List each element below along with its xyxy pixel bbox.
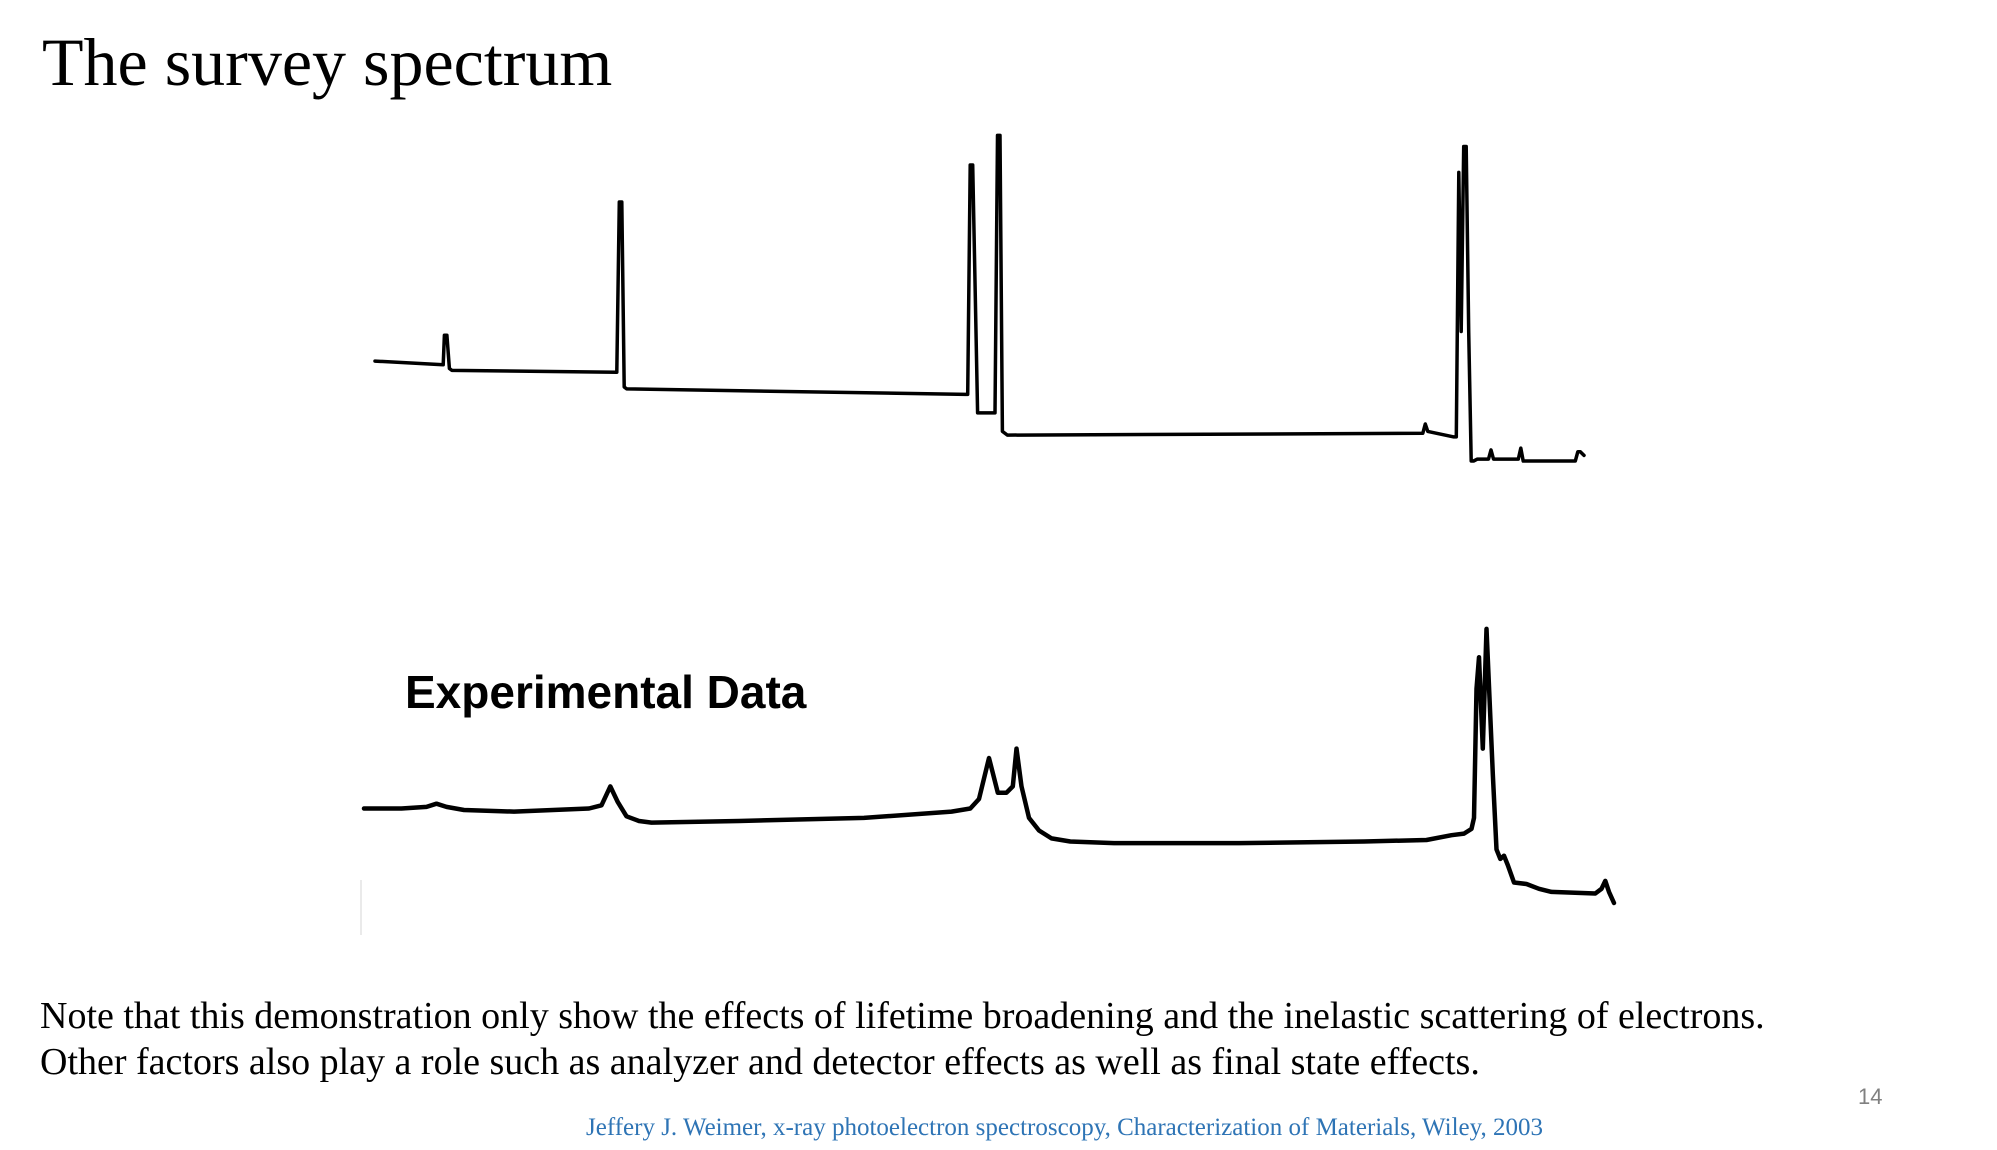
experimental-spectrum-line <box>361 626 1617 906</box>
experimental-spectrum-panel: Experimental Data <box>360 626 1617 935</box>
citation-link[interactable]: Jeffery J. Weimer, x-ray photoelectron s… <box>586 1114 1543 1141</box>
slide-title: The survey spectrum <box>42 24 613 100</box>
simulated-spectrum-panel <box>373 133 1586 463</box>
note-line-2: Other factors also play a role such as a… <box>40 1041 1480 1083</box>
page-number: 14 <box>1858 1084 1883 1109</box>
simulated-spectrum-line <box>373 133 1586 463</box>
experimental-data-label: Experimental Data <box>405 666 807 718</box>
note-text: Note that this demonstration only show t… <box>40 993 1765 1085</box>
note-line-1: Note that this demonstration only show t… <box>40 995 1765 1037</box>
